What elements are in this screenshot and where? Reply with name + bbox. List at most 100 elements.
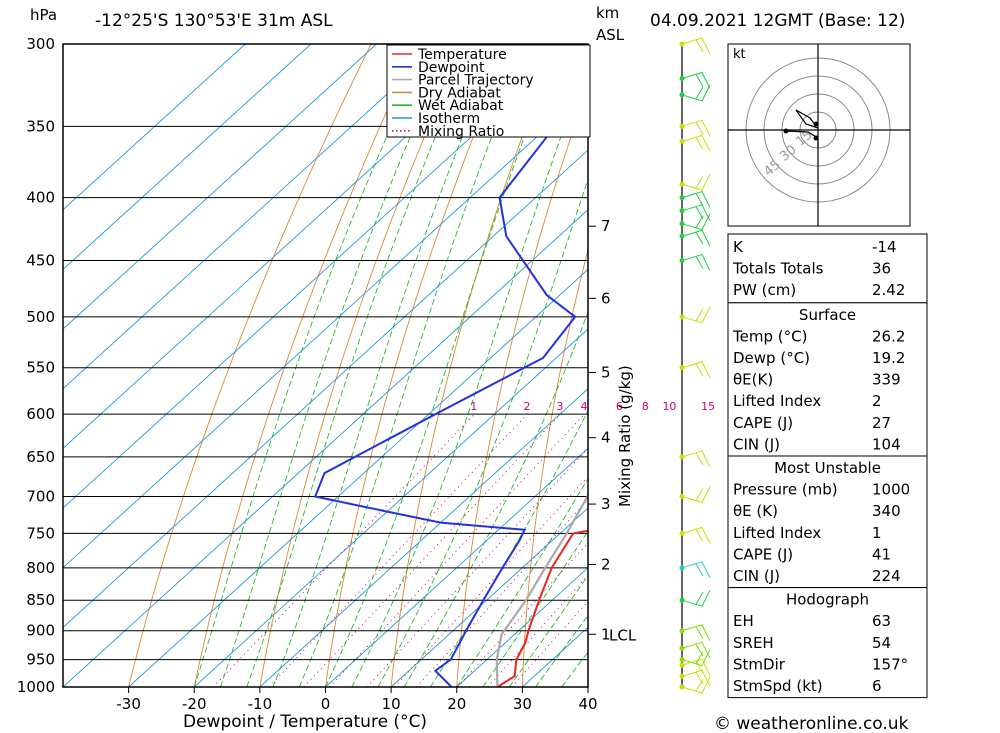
- pressure-tick-label: 400: [26, 189, 55, 207]
- isotherm-line: [325, 447, 588, 687]
- index-box-surface: [727, 302, 928, 457]
- isotherm-line: [390, 507, 588, 687]
- height-tick-label: 1: [601, 625, 611, 643]
- mixing-ratio-label: 3: [556, 400, 563, 413]
- dry-adiabat-line: [193, 44, 419, 687]
- wind-barb: [681, 71, 711, 89]
- isotherm-line: [63, 44, 312, 270]
- temperature-tick-label: 30: [513, 695, 532, 713]
- wind-barb: [681, 204, 711, 222]
- asl-unit-label: ASL: [596, 26, 625, 44]
- wind-barb: [681, 676, 711, 694]
- mixing-ratio-line: [366, 447, 588, 687]
- index-row-value: 157°: [872, 655, 908, 673]
- wind-barb: [681, 306, 711, 324]
- wind-barb: [681, 213, 711, 231]
- wind-barb: [681, 450, 711, 468]
- wet-adiabat-line: [246, 44, 476, 687]
- index-row-label: CAPE (J): [733, 414, 793, 432]
- index-row-label: Totals Totals: [732, 260, 824, 278]
- index-row-label: CIN (J): [733, 435, 780, 453]
- x-axis-label: Dewpoint / Temperature (°C): [183, 712, 427, 732]
- index-row-value: 26.2: [872, 327, 905, 345]
- mixing-ratio-label: 2: [523, 400, 530, 413]
- index-row-value: 104: [872, 435, 901, 453]
- sounding-lines: [313, 77, 588, 687]
- series-temperature: [496, 529, 588, 687]
- index-row-value: 63: [872, 612, 891, 630]
- index-row-value: 224: [872, 567, 901, 585]
- temperature-tick-label: -10: [248, 695, 273, 713]
- index-row-label: Dewp (°C): [733, 349, 810, 367]
- pressure-tick-label: 950: [26, 651, 55, 669]
- wind-barb: [681, 658, 711, 676]
- index-row-value: 1000: [872, 481, 910, 499]
- index-box-hodograph: [727, 587, 928, 699]
- wind-barb: [681, 641, 711, 659]
- wind-barb: [681, 486, 711, 504]
- wet-adiabat-line: [298, 44, 530, 687]
- index-row-value: 1: [872, 524, 882, 542]
- index-row-label: Lifted Index: [733, 524, 821, 542]
- index-row-label: SREH: [733, 634, 774, 652]
- height-tick-label: 6: [601, 289, 611, 307]
- index-row-label: K: [733, 238, 744, 256]
- mixing-ratio-line: [212, 413, 475, 687]
- mixing-ratio-label: 6: [616, 400, 623, 413]
- mixing-ratio-label: 15: [701, 400, 715, 413]
- pressure-tick-label: 900: [26, 622, 55, 640]
- index-row-label: Lifted Index: [733, 392, 821, 410]
- credit-label: © weatheronline.co.uk: [714, 714, 909, 733]
- location-title: -12°25'S 130°53'E 31m ASL: [95, 11, 333, 31]
- mixing-ratio-line: [303, 413, 561, 687]
- temperature-tick-label: 20: [447, 695, 466, 713]
- mixing-ratio-line: [394, 475, 588, 687]
- pressure-tick-label: 350: [26, 117, 55, 135]
- mixing-ratio-label: 4: [581, 400, 588, 413]
- index-row-value: 41: [872, 545, 891, 563]
- wind-barb: [681, 37, 711, 55]
- mixing-ratio-axis-label: Mixing Ratio (g/kg): [616, 365, 634, 507]
- index-row-value: 54: [872, 634, 891, 652]
- index-row-value: 339: [872, 371, 901, 389]
- temperature-tick-label: -30: [116, 695, 141, 713]
- pressure-tick-label: 500: [26, 308, 55, 326]
- isotherm-line: [63, 44, 377, 330]
- pressure-axis: 300 350 400 450 500 550 600 650 700 750 800 850 900 9…: [17, 35, 55, 696]
- index-section-title: Surface: [799, 306, 856, 324]
- isotherm-line: [193, 328, 588, 687]
- pressure-tick-label: 550: [26, 359, 55, 377]
- wind-barb: [681, 173, 711, 191]
- index-row-value: 27: [872, 414, 891, 432]
- series-parcel-trajectory: [495, 493, 588, 687]
- height-tick-label: 3: [601, 495, 611, 513]
- index-section-title: Most Unstable: [774, 459, 881, 477]
- legend-label: Wet Adiabat: [418, 98, 504, 114]
- hodograph-point: [813, 135, 819, 141]
- pressure-tick-label: 450: [26, 252, 55, 270]
- legend-label: Dewpoint: [418, 60, 485, 76]
- wind-barb: [681, 649, 711, 667]
- index-row-label: CIN (J): [733, 567, 780, 585]
- pressure-tick-label: 300: [26, 35, 55, 53]
- datetime-title: 04.09.2021 12GMT (Base: 12): [650, 11, 905, 31]
- isotherm-line: [63, 44, 509, 449]
- isotherm-line: [456, 567, 588, 687]
- index-row-value: 2: [872, 392, 882, 410]
- series-dewpoint: [313, 77, 588, 687]
- hodograph-trace: [785, 130, 819, 148]
- wind-barb-profile: [679, 37, 711, 694]
- isotherm-line: [63, 89, 588, 569]
- legend-label: Dry Adiabat: [418, 85, 501, 101]
- index-row-label: EH: [733, 612, 754, 630]
- height-tick-label: 5: [601, 364, 611, 382]
- wind-barb: [681, 561, 711, 579]
- wind-barb: [681, 119, 711, 137]
- index-row-label: θE (K): [733, 502, 778, 520]
- pressure-tick-label: 600: [26, 405, 55, 423]
- mixing-ratio-label: 1: [470, 400, 477, 413]
- wind-barb: [681, 229, 711, 247]
- legend-label: Temperature: [417, 47, 507, 63]
